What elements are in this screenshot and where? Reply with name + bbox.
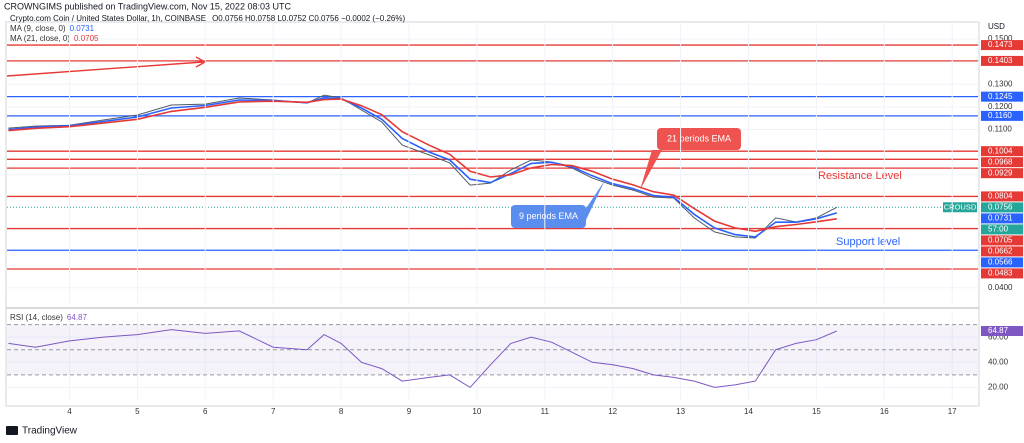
price-label-box xyxy=(981,110,1023,121)
price-label-box xyxy=(981,268,1023,279)
trend-arrow xyxy=(6,61,204,77)
footer: TradingView xyxy=(6,426,78,437)
price-label: 0.0929 xyxy=(988,168,1013,177)
price-label-box xyxy=(981,235,1023,246)
legend-value: 0.0731 xyxy=(70,24,95,33)
legend-name: MA (21, close, 0) xyxy=(10,34,70,43)
y-tick-label: 0.1300 xyxy=(988,79,1013,88)
price-label-box xyxy=(981,168,1023,179)
value-box xyxy=(981,326,1023,337)
x-tick-label: 4 xyxy=(67,407,72,416)
price-label: 0.0662 xyxy=(988,247,1013,256)
callout-box xyxy=(657,128,741,150)
legend-name: MA (9, close, 0) xyxy=(10,24,66,33)
x-tick-label: 11 xyxy=(541,407,550,416)
price-label-box xyxy=(981,213,1023,224)
ohlc: O0.0756 H0.0758 L0.0752 C0.0756 −0.0002 … xyxy=(212,14,405,23)
y-tick-label: 40.00 xyxy=(988,357,1009,366)
x-tick-label: 15 xyxy=(812,407,821,416)
price-label: 0.0756 xyxy=(988,203,1013,212)
price-label-box xyxy=(981,146,1023,157)
price-label-box xyxy=(981,246,1023,257)
y-tick-label: 0.1100 xyxy=(988,125,1012,134)
annotation-text: Support level xyxy=(836,236,900,248)
price-label: 0.0566 xyxy=(988,258,1013,267)
legend-value: 64.87 xyxy=(67,313,88,322)
plot: 0.15000.13000.12000.11000.09000.0400CROU… xyxy=(7,22,1023,416)
legend-value: 0.0705 xyxy=(74,34,99,43)
series-line xyxy=(8,96,838,238)
series-line xyxy=(8,329,837,389)
price-label: 0.0705 xyxy=(988,236,1013,245)
chart-title: Crypto.com Coin / United States Dollar, … xyxy=(10,14,206,23)
x-tick-label: 10 xyxy=(472,407,481,416)
series-line xyxy=(8,94,838,239)
price-label: 0.0804 xyxy=(988,192,1013,201)
price-label-box xyxy=(981,224,1023,235)
price-label: 0.1473 xyxy=(988,40,1013,49)
price-label-box xyxy=(981,202,1023,213)
x-tick-label: 8 xyxy=(339,407,344,416)
x-tick-label: 5 xyxy=(135,407,140,416)
price-label: 0.0483 xyxy=(988,269,1013,278)
price-label-box xyxy=(981,257,1023,268)
price-label-box xyxy=(981,40,1023,51)
callout-box xyxy=(511,205,586,228)
x-tick-label: 17 xyxy=(948,407,957,416)
y-tick-label: 0.1500 xyxy=(988,34,1013,43)
x-tick-label: 16 xyxy=(880,407,889,416)
x-tick-label: 13 xyxy=(676,407,685,416)
pane-title: RSI (14, close) xyxy=(10,313,63,322)
symbol-tag: CROUSD xyxy=(944,202,977,211)
callout-text: 21 periods EMA xyxy=(667,133,731,143)
price-label: 57:00 xyxy=(988,225,1009,234)
x-tick-label: 12 xyxy=(608,407,617,416)
currency: USD xyxy=(988,22,1005,31)
x-tick-label: 9 xyxy=(407,407,412,416)
x-tick-label: 7 xyxy=(271,407,276,416)
price-label-box xyxy=(981,55,1023,66)
y-tick-label: 0.1200 xyxy=(988,102,1013,111)
y-tick-label: 60.00 xyxy=(988,332,1009,341)
y-tick-label: 0.0400 xyxy=(988,283,1013,292)
logo xyxy=(6,426,18,435)
price-label: 0.1004 xyxy=(988,146,1013,155)
publisher: CROWNGIMS published on TradingView.com, … xyxy=(4,1,291,11)
series-line xyxy=(8,98,837,233)
callout-text: 9 periods EMA xyxy=(519,211,578,221)
price-label-box xyxy=(981,191,1023,202)
x-tick-label: 6 xyxy=(203,407,208,416)
price-label: 0.1160 xyxy=(988,111,1012,120)
symbol-tag-box xyxy=(943,202,977,213)
price-label: 0.0731 xyxy=(988,214,1013,223)
callout-pointer xyxy=(585,180,605,222)
price-label: 0.0968 xyxy=(988,157,1013,166)
x-tick-label: 14 xyxy=(744,407,753,416)
value-label: 64.87 xyxy=(988,326,1009,335)
price-label: 0.1245 xyxy=(988,92,1013,101)
price-label: 0.1403 xyxy=(988,56,1013,65)
price-label-box xyxy=(981,157,1023,168)
callout-pointer xyxy=(640,150,662,190)
annotation-text: Resistance Level xyxy=(818,170,902,182)
y-tick-label: 20.00 xyxy=(988,383,1009,392)
footer-text: TradingView xyxy=(22,426,78,437)
price-label-box xyxy=(981,91,1023,102)
